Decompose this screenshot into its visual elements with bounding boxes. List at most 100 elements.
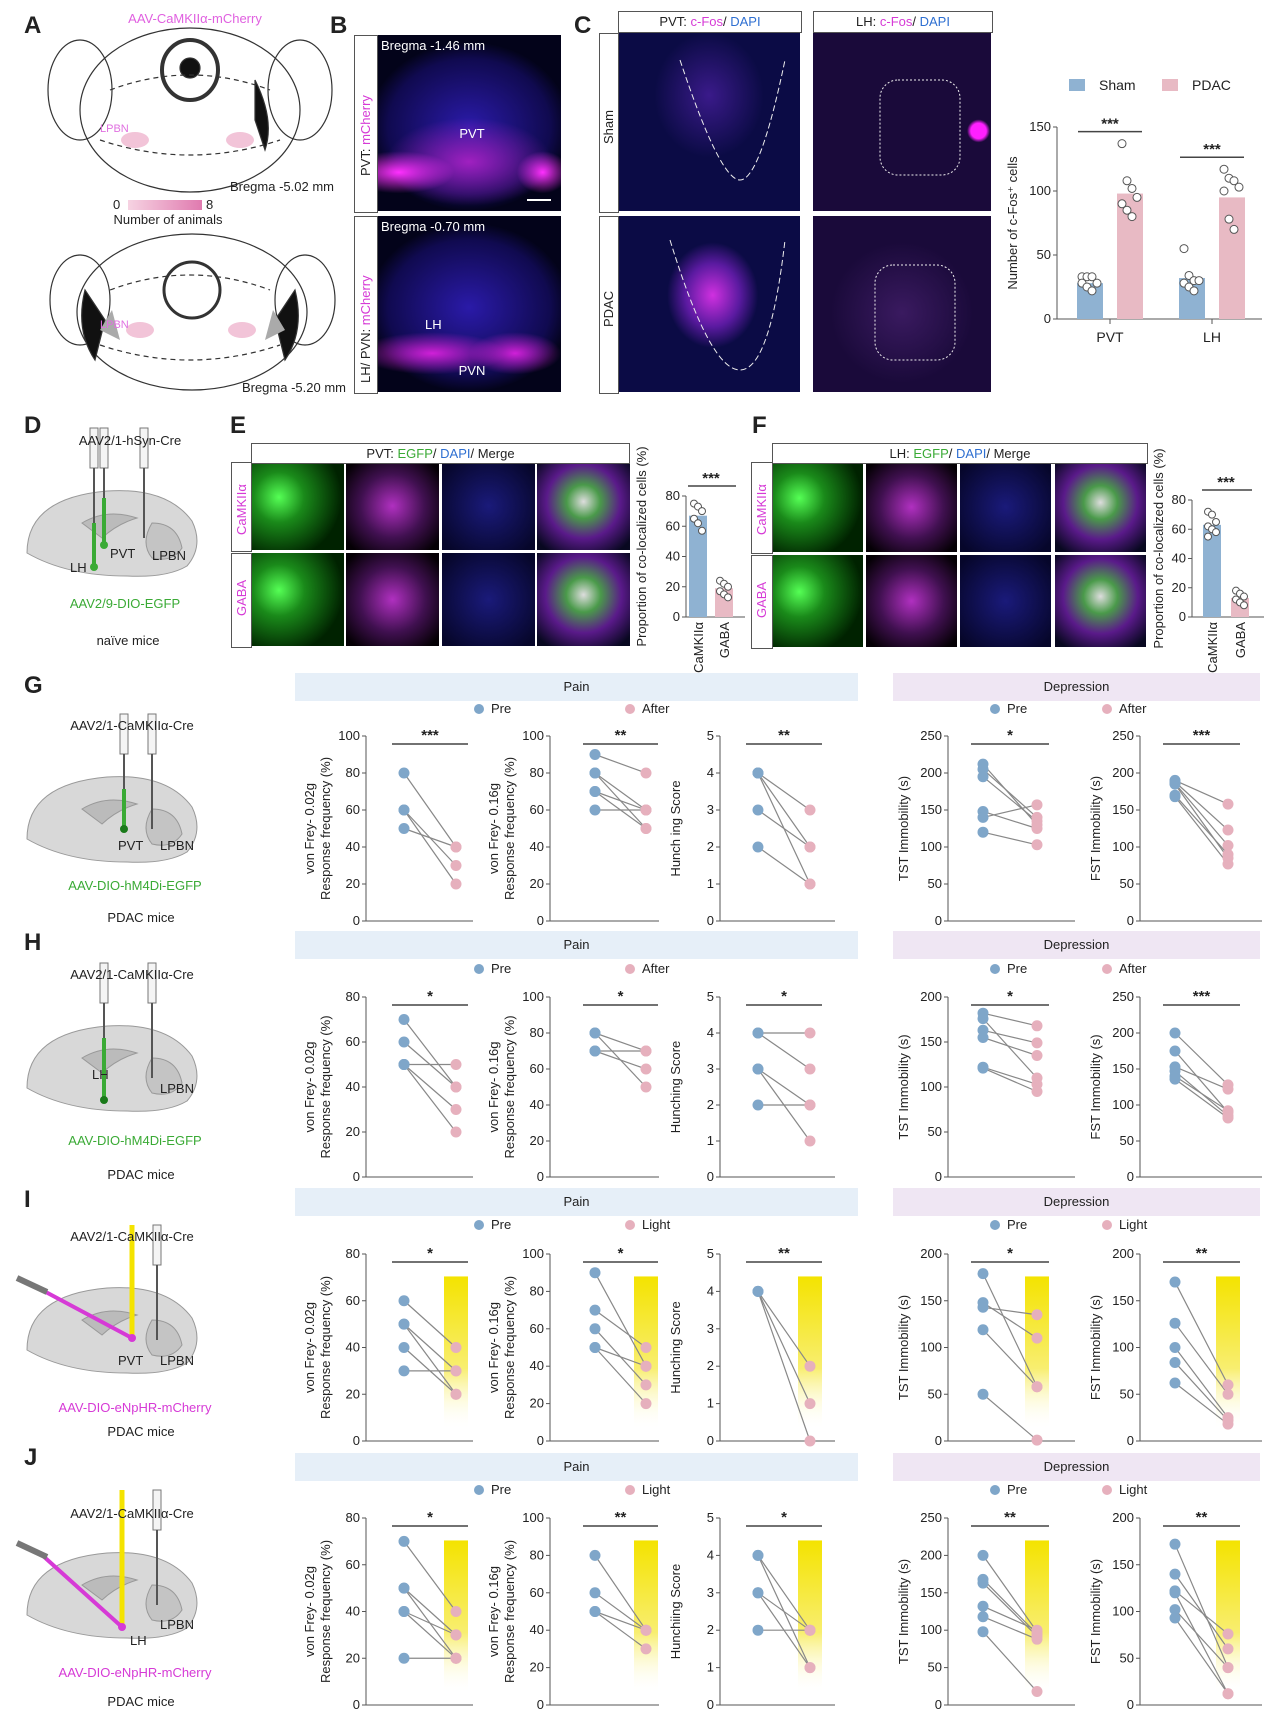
panel-label-b: B (330, 12, 348, 39)
post-point (804, 1624, 816, 1636)
virus-label-1: AAV2/1-CaMKIIα-Cre (70, 1229, 194, 1244)
scale-max: 8 (206, 197, 214, 212)
significance-stars: *** (1193, 988, 1211, 1005)
y-tick-label: 100 (338, 728, 360, 743)
post-point (450, 1606, 462, 1617)
legend-pre-label: Pre (491, 1217, 512, 1232)
pre-point (589, 786, 601, 797)
chart-G2: 0 20 40 60 80 100 von Frey- 0.16g Response freq… (486, 727, 659, 928)
y-tick-label: 50 (928, 1124, 942, 1139)
data-point (1224, 173, 1234, 183)
paired-line (1174, 781, 1229, 831)
micrograph-e-merge (537, 462, 630, 550)
ventricle (81, 1575, 139, 1601)
row-label-gaba: GABA (234, 579, 249, 616)
y-tick-label: 40 (1172, 551, 1186, 566)
y-axis-label: TST Immobility (s) (896, 1295, 911, 1400)
y-axis-label: Number of c-Fos⁺ cells (1005, 156, 1020, 290)
legend-swatch (1162, 79, 1178, 91)
y-axis-label: Hunching Score (668, 1041, 683, 1134)
pre-point (398, 1606, 410, 1617)
significance-stars: * (1007, 988, 1013, 1005)
micrograph-c-sham-lh (813, 33, 991, 211)
pre-point (1169, 1585, 1181, 1597)
light-on-bar (798, 1276, 822, 1430)
y-tick-label: 100 (920, 1079, 942, 1094)
y-tick-label: 60 (346, 1034, 360, 1049)
post-point (804, 1027, 816, 1039)
h: / (948, 446, 957, 461)
y-tick-label: 20 (530, 876, 544, 891)
data-point (1179, 278, 1189, 288)
pre-point (1169, 1342, 1181, 1353)
sagittal-brain-schematic (15, 1224, 198, 1374)
paired-line (403, 809, 457, 885)
post-point (804, 1063, 816, 1075)
post-point (1031, 1050, 1043, 1061)
site-label: LPBN (160, 1353, 194, 1368)
y-tick-label: 0 (353, 913, 360, 928)
micrograph-e-marker (346, 553, 439, 646)
legend-pre-label: Pre (1007, 701, 1028, 716)
paired-line (1174, 783, 1229, 859)
significance-stars: ** (615, 1509, 627, 1526)
post-point (1222, 1105, 1234, 1117)
data-point (1189, 276, 1199, 286)
pre-point (977, 771, 989, 783)
mice-label: PDAC mice (107, 910, 175, 925)
pre-point (752, 1027, 764, 1039)
legend-pre-marker (474, 704, 484, 714)
h: / Merge (470, 446, 515, 461)
y-tick-label: 0 (935, 1697, 942, 1712)
pre-point (752, 1549, 764, 1561)
post-point (804, 804, 816, 816)
paired-line (982, 1273, 1038, 1388)
bar (715, 588, 733, 617)
paired-line (982, 763, 1038, 826)
post-point (804, 1624, 816, 1636)
data-point (724, 593, 732, 602)
injection-site (90, 563, 98, 571)
mice-label: PDAC mice (107, 1424, 175, 1439)
paired-line (403, 1347, 457, 1395)
virus-label: AAV-CaMKIIα-mCherry (128, 11, 262, 26)
paired-line (403, 772, 457, 848)
ventricle (81, 1048, 139, 1074)
row-label-gaba: GABA (754, 581, 769, 618)
micrograph-e-egfp (251, 553, 344, 646)
y-axis-label: Response frequency (%) (502, 757, 517, 900)
micrograph-f-dapi (960, 462, 1051, 552)
paired-line (982, 1631, 1038, 1692)
post-point (1222, 1112, 1234, 1124)
pre-point (1169, 1045, 1181, 1057)
y-tick-label: 250 (1112, 728, 1134, 743)
significance-stars: * (781, 1509, 787, 1526)
paired-line (594, 1555, 647, 1631)
post-point (1031, 1434, 1043, 1446)
post-point (450, 1365, 462, 1377)
post-point (1031, 1020, 1043, 1032)
post-point (640, 1360, 652, 1372)
post-point (1031, 819, 1043, 831)
y-tick-label: 0 (935, 1433, 942, 1448)
y-axis-label: Response frequency (%) (318, 757, 333, 900)
data-point (690, 499, 698, 508)
pre-point (977, 758, 989, 770)
y-axis-label: Proportion of co-localized cells (%) (634, 446, 649, 646)
row-label-strip: Sham (599, 33, 619, 213)
y-tick-label: 80 (666, 488, 680, 503)
post-point (1222, 852, 1234, 864)
y-tick-label: 50 (1120, 1133, 1134, 1148)
data-point (1229, 224, 1239, 234)
pre-point (977, 1611, 989, 1623)
legend-post-marker (625, 704, 635, 714)
virus-label-2: AAV-DIO-hM4Di-EGFP (68, 878, 202, 893)
data-point (1179, 244, 1189, 254)
row-label-strip: GABA (751, 555, 773, 649)
y-tick-label: 150 (920, 1034, 942, 1049)
micrograph-c-pdac-pvt (618, 216, 800, 392)
y-tick-label: 1 (707, 1660, 714, 1675)
lpbn-label-bottom: LPBN (100, 319, 129, 331)
y-tick-label: 0 (707, 1169, 714, 1184)
significance-stars: * (427, 1509, 433, 1526)
